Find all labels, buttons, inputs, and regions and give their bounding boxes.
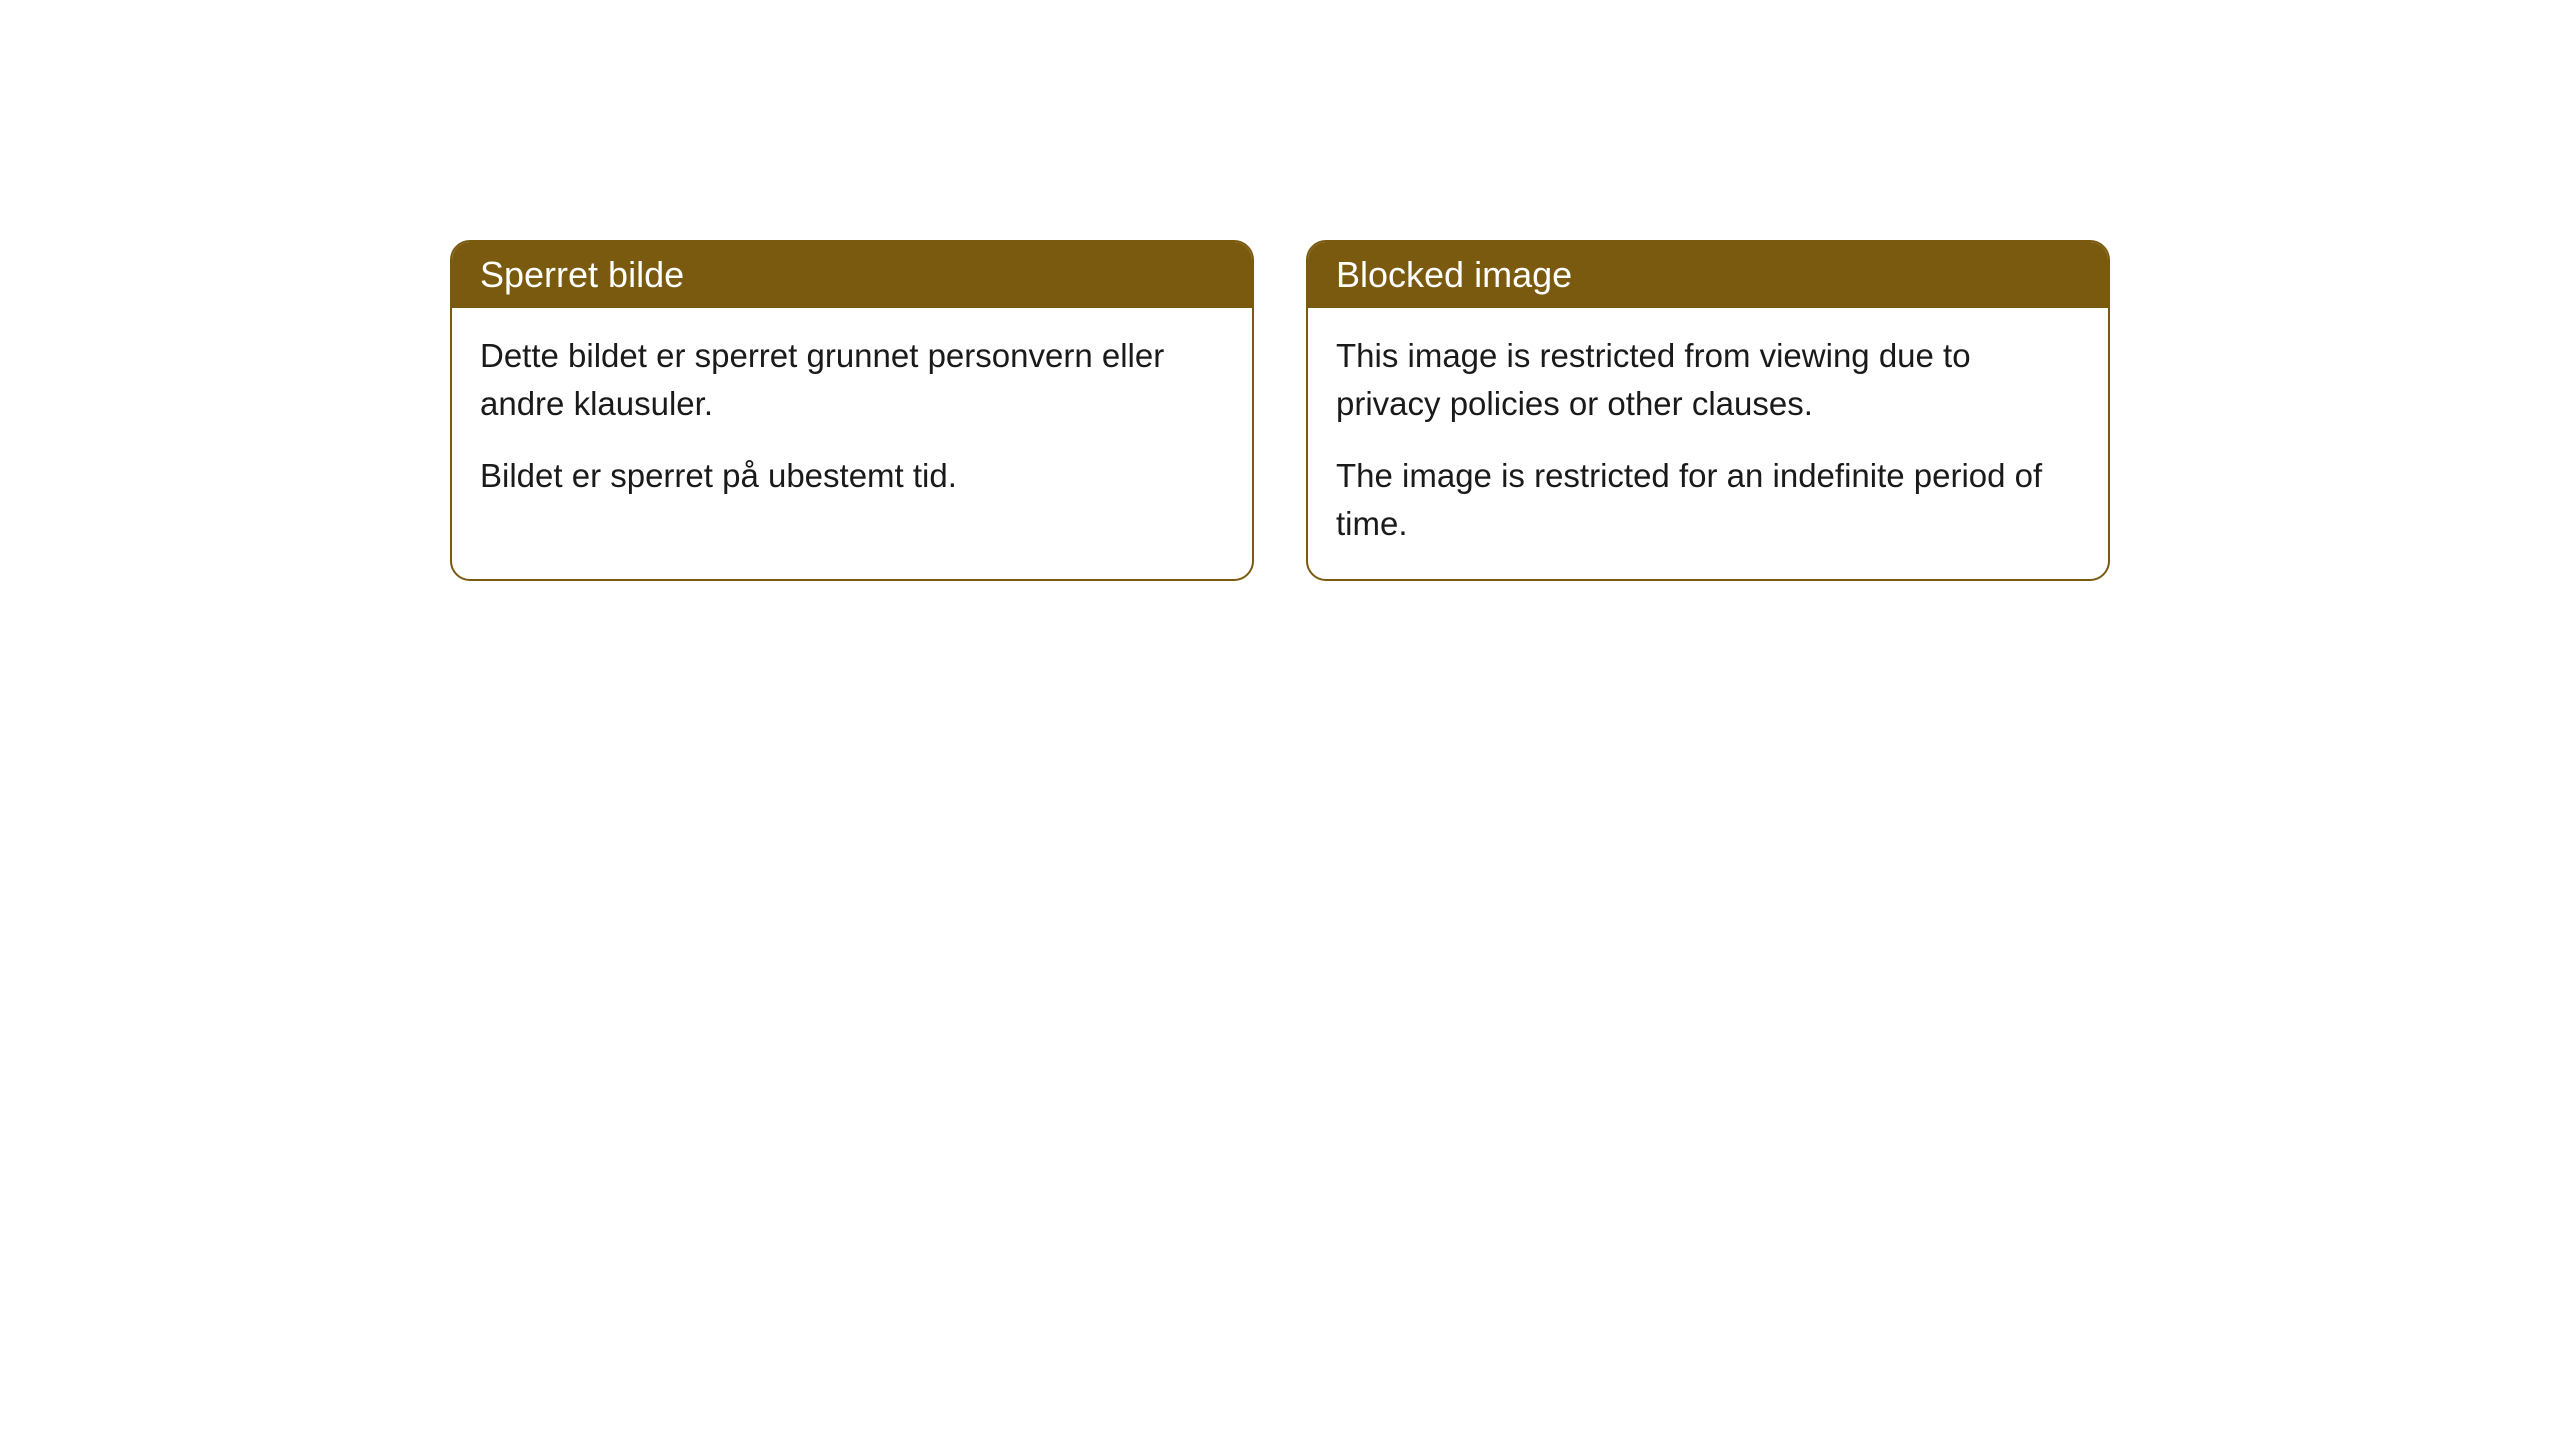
card-header-norwegian: Sperret bilde [452, 242, 1252, 308]
card-header-english: Blocked image [1308, 242, 2108, 308]
blocked-image-card-english: Blocked image This image is restricted f… [1306, 240, 2110, 581]
card-text-norwegian-2: Bildet er sperret på ubestemt tid. [480, 452, 1224, 500]
card-text-english-1: This image is restricted from viewing du… [1336, 332, 2080, 428]
card-text-english-2: The image is restricted for an indefinit… [1336, 452, 2080, 548]
blocked-image-card-norwegian: Sperret bilde Dette bildet er sperret gr… [450, 240, 1254, 581]
card-text-norwegian-1: Dette bildet er sperret grunnet personve… [480, 332, 1224, 428]
card-body-english: This image is restricted from viewing du… [1308, 308, 2108, 579]
card-body-norwegian: Dette bildet er sperret grunnet personve… [452, 308, 1252, 532]
cards-container: Sperret bilde Dette bildet er sperret gr… [450, 240, 2110, 581]
